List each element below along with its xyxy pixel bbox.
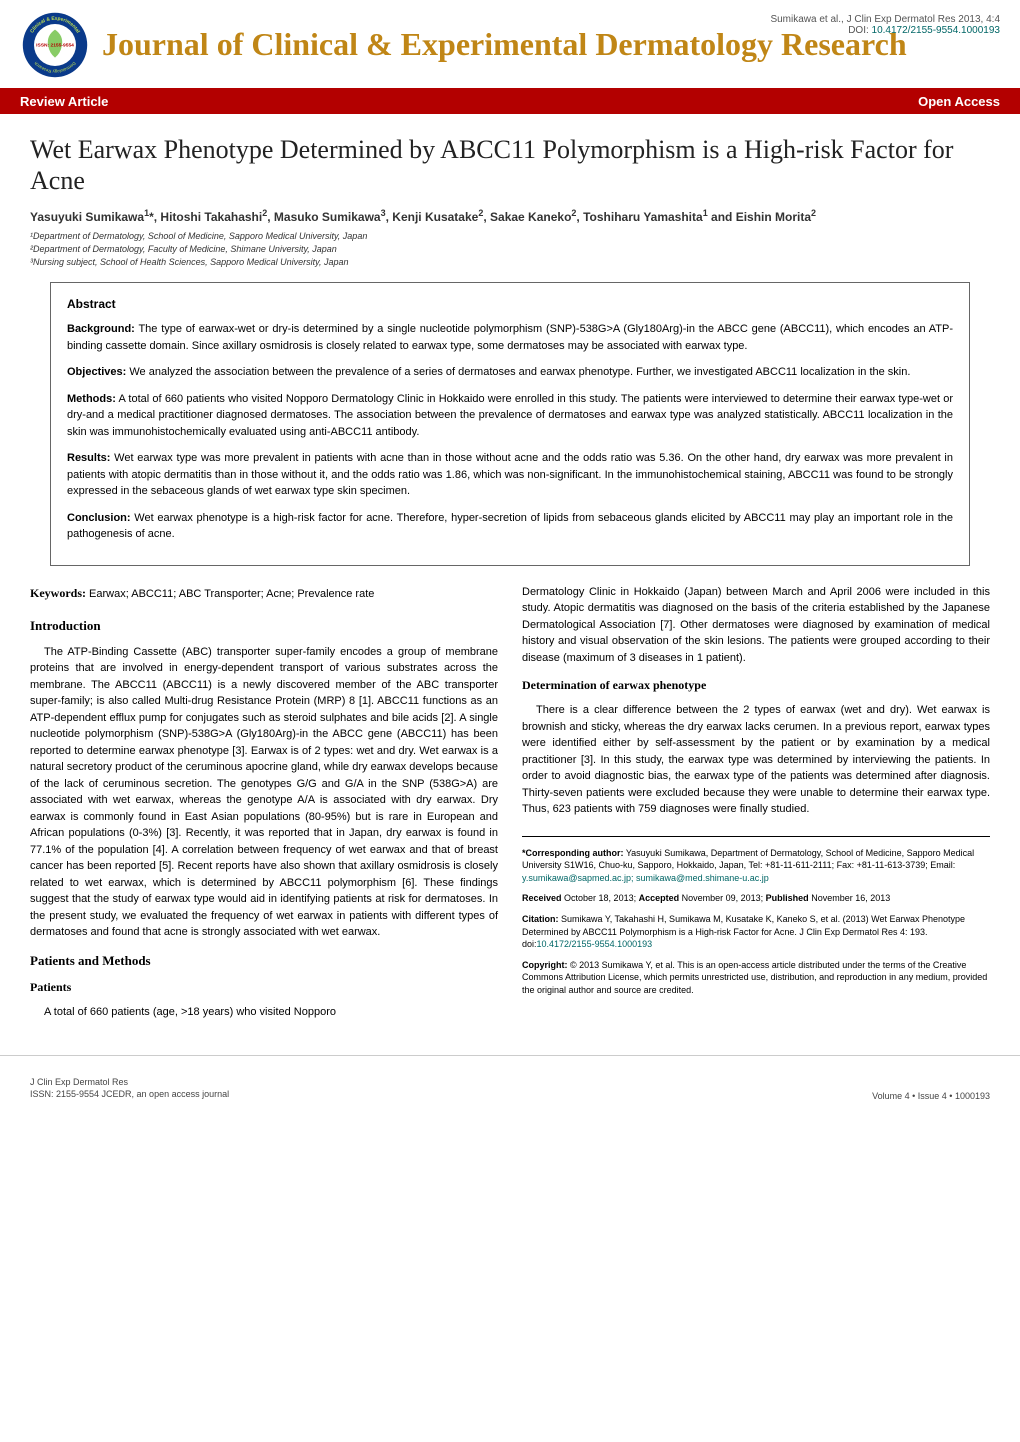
authors-line: Yasuyuki Sumikawa1*, Hitoshi Takahashi2,…	[30, 208, 990, 224]
journal-logo: ISSN: 2155-9554 Clinical & Experimental …	[20, 10, 90, 80]
citation-label: Citation:	[522, 914, 559, 924]
copyright-text: © 2013 Sumikawa Y, et al. This is an ope…	[522, 960, 987, 995]
left-column: Keywords: Earwax; ABCC11; ABC Transporte…	[30, 584, 498, 1031]
correspondence-box: *Corresponding author: Yasuyuki Sumikawa…	[522, 836, 990, 997]
body-columns: Keywords: Earwax; ABCC11; ABC Transporte…	[0, 584, 1020, 1031]
patients-paragraph-2: Dermatology Clinic in Hokkaido (Japan) b…	[522, 584, 990, 667]
keywords-line: Keywords: Earwax; ABCC11; ABC Transporte…	[30, 584, 498, 603]
copyright-block: Copyright: © 2013 Sumikawa Y, et al. Thi…	[522, 959, 990, 997]
copyright-label: Copyright:	[522, 960, 568, 970]
determination-heading: Determination of earwax phenotype	[522, 676, 990, 694]
corr-label: *Corresponding author:	[522, 848, 624, 858]
abstract-para-0: Background: The type of earwax-wet or dr…	[67, 321, 953, 354]
citation-line: Sumikawa et al., J Clin Exp Dermatol Res…	[770, 14, 1000, 25]
footer-left: J Clin Exp Dermatol Res ISSN: 2155-9554 …	[30, 1076, 229, 1101]
keywords-text: Earwax; ABCC11; ABC Transporter; Acne; P…	[86, 588, 374, 600]
footer-issn: ISSN: 2155-9554 JCEDR, an open access jo…	[30, 1088, 229, 1101]
affiliation-2: ²Department of Dermatology, Faculty of M…	[30, 243, 990, 256]
article-body: Wet Earwax Phenotype Determined by ABCC1…	[0, 114, 1020, 566]
abstract-para-4: Conclusion: Wet earwax phenotype is a hi…	[67, 510, 953, 543]
journal-header: ISSN: 2155-9554 Clinical & Experimental …	[0, 0, 1020, 88]
citation-block: Citation: Sumikawa Y, Takahashi H, Sumik…	[522, 913, 990, 951]
abstract-heading: Abstract	[67, 295, 953, 313]
introduction-paragraph: The ATP-Binding Cassette (ABC) transport…	[30, 644, 498, 941]
svg-text:ISSN: 2155-9554: ISSN: 2155-9554	[36, 42, 74, 48]
abstract-para-1: Objectives: We analyzed the association …	[67, 364, 953, 381]
footer-volume: Volume 4 • Issue 4 • 1000193	[872, 1091, 990, 1101]
article-title: Wet Earwax Phenotype Determined by ABCC1…	[30, 134, 990, 196]
doi-link[interactable]: 10.4172/2155-9554.1000193	[872, 25, 1000, 36]
right-column: Dermatology Clinic in Hokkaido (Japan) b…	[522, 584, 990, 1031]
abstract-box: Abstract Background: The type of earwax-…	[50, 282, 970, 566]
doi-label: DOI:	[848, 25, 869, 36]
open-access-label: Open Access	[918, 94, 1000, 109]
patients-subheading: Patients	[30, 978, 498, 996]
citation-doi[interactable]: 10.4172/2155-9554.1000193	[537, 939, 653, 949]
abstract-para-2: Methods: A total of 660 patients who vis…	[67, 391, 953, 441]
abstract-para-3: Results: Wet earwax type was more preval…	[67, 450, 953, 500]
patients-paragraph-1: A total of 660 patients (age, >18 years)…	[30, 1004, 498, 1021]
affiliations: ¹Department of Dermatology, School of Me…	[30, 230, 990, 268]
page-footer: J Clin Exp Dermatol Res ISSN: 2155-9554 …	[0, 1055, 1020, 1115]
affiliation-3: ³Nursing subject, School of Health Scien…	[30, 256, 990, 269]
doi-line: DOI: 10.4172/2155-9554.1000193	[770, 25, 1000, 36]
received-line: Received October 18, 2013; Accepted Nove…	[522, 892, 990, 905]
keywords-label: Keywords:	[30, 586, 86, 600]
header-citation: Sumikawa et al., J Clin Exp Dermatol Res…	[770, 14, 1000, 36]
affiliation-1: ¹Department of Dermatology, School of Me…	[30, 230, 990, 243]
corresponding-author: *Corresponding author: Yasuyuki Sumikawa…	[522, 847, 990, 885]
determination-paragraph: There is a clear difference between the …	[522, 702, 990, 818]
introduction-heading: Introduction	[30, 616, 498, 636]
article-type: Review Article	[20, 94, 108, 109]
corr-email-1[interactable]: y.sumikawa@sapmed.ac.jp;	[522, 873, 634, 883]
logo-svg: ISSN: 2155-9554 Clinical & Experimental …	[20, 10, 90, 80]
section-bar: Review Article Open Access	[0, 88, 1020, 114]
corr-email-2[interactable]: sumikawa@med.shimane-u.ac.jp	[636, 873, 769, 883]
patients-methods-heading: Patients and Methods	[30, 951, 498, 971]
footer-journal: J Clin Exp Dermatol Res	[30, 1076, 229, 1089]
